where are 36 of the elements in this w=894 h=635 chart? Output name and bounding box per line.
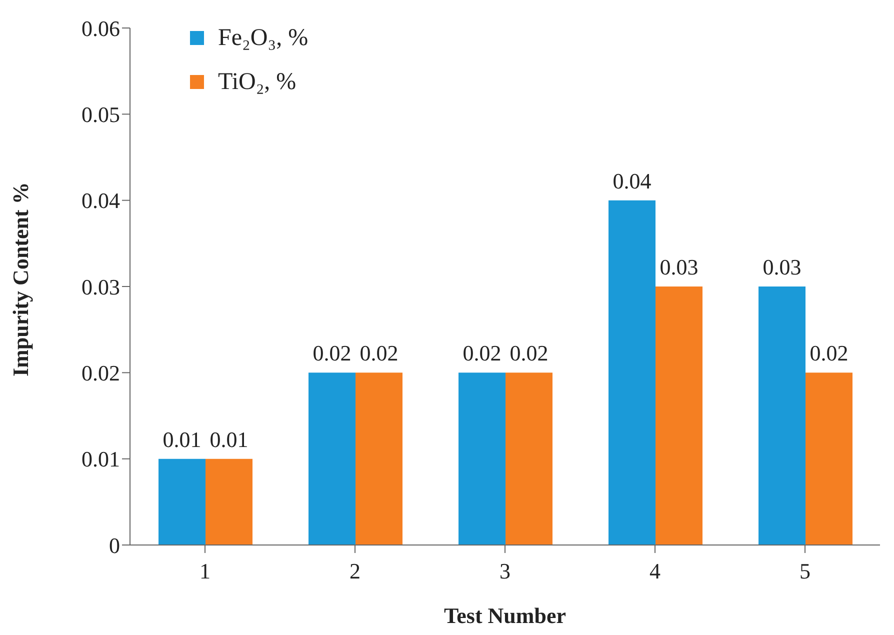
bar [506, 372, 552, 545]
data-label: 0.02 [360, 340, 398, 366]
y-tick-label: 0.04 [82, 188, 120, 214]
data-label: 0.04 [612, 168, 652, 194]
x-tick-label: 1 [200, 558, 210, 584]
bar [758, 286, 806, 545]
data-label: 0.03 [660, 254, 698, 280]
y-axis-title: Impurity Content % [8, 182, 33, 376]
bar [206, 458, 252, 545]
bar [158, 458, 206, 545]
x-tick-label: 3 [500, 558, 510, 584]
x-tick-label: 5 [800, 558, 810, 584]
y-tick-label: 0.02 [82, 360, 120, 386]
bar [308, 372, 356, 545]
bar [608, 200, 656, 545]
data-label: 0.01 [210, 426, 248, 452]
legend-label: Fe₂O₃, % [218, 24, 308, 52]
y-tick-label: 0.05 [82, 102, 120, 127]
x-tick-label: 2 [350, 558, 360, 584]
data-label: 0.02 [810, 340, 848, 366]
y-tick-label: 0.06 [82, 16, 120, 41]
bar [806, 372, 852, 545]
bar [356, 372, 402, 545]
bar [656, 286, 702, 545]
y-tick-label: 0.03 [82, 274, 120, 300]
x-axis-title: Test Number [444, 603, 566, 628]
data-label: 0.02 [510, 340, 548, 366]
x-tick-label: 4 [650, 558, 660, 584]
data-label: 0.03 [762, 254, 802, 280]
legend-label: TiO₂, % [218, 68, 296, 96]
data-label: 0.02 [462, 340, 502, 366]
bar [458, 372, 506, 545]
data-label: 0.01 [162, 426, 202, 452]
y-tick-label: 0 [109, 532, 120, 558]
data-label: 0.02 [312, 340, 352, 366]
y-tick-label: 0.01 [82, 446, 120, 472]
